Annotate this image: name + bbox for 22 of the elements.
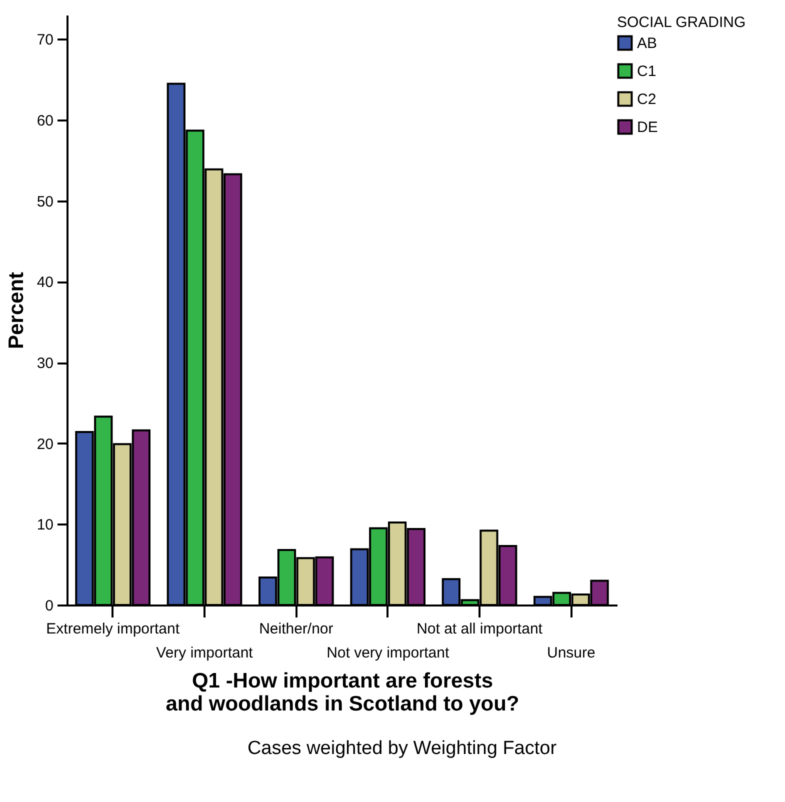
x-axis-title: Q1 -How important are forests and woodlands in Scotland to you?: [166, 670, 520, 716]
y-tick-label: 30: [36, 355, 54, 372]
y-axis-title: Percent: [4, 272, 28, 350]
text: Cases weighted by Weighting Factor: [247, 738, 558, 759]
y-tick-label: 60: [36, 112, 54, 130]
y-tick-label: 10: [36, 516, 54, 534]
x-tick-label: Neither/nor: [259, 620, 334, 638]
legend-label: C1: [637, 63, 656, 80]
legend-title: SOCIAL GRADING: [617, 14, 746, 31]
y-tick-label: 40: [36, 274, 54, 292]
y-tick-label: 70: [36, 32, 54, 49]
y-tick-label: 0: [45, 598, 54, 614]
x-tick-label: Extremely important: [46, 620, 180, 638]
x-tick-label: Not at all important: [416, 620, 544, 638]
x-tick-label: Not very important: [326, 644, 450, 662]
legend-label: C2: [637, 91, 656, 108]
x-tick-label: Unsure: [546, 644, 596, 662]
x-tick-label: Very important: [156, 644, 254, 662]
legend-label: AB: [637, 35, 658, 52]
legend-label: DE: [637, 119, 658, 136]
y-tick-label: 20: [36, 436, 54, 453]
y-tick-label: 50: [36, 193, 54, 210]
